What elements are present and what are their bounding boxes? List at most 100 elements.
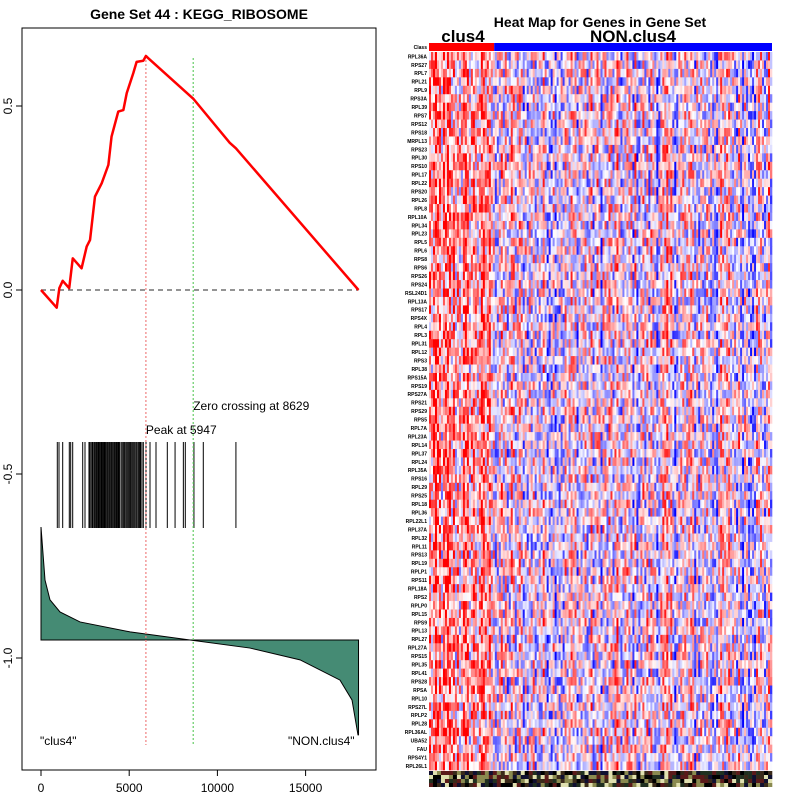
heatmap-cell [484,102,488,112]
heatmap-cell [472,85,476,95]
heatmap-cell [602,52,605,61]
heatmap-cell [654,85,657,95]
heatmap-cell [648,102,651,112]
heatmap-cell [598,111,601,120]
heatmap-cell [516,136,520,146]
heatmap-cell [574,77,577,87]
heatmap-cell [660,212,663,222]
heatmap-cell [768,102,771,112]
heatmap-cell [700,237,703,247]
heatmap-cell [648,77,651,87]
heatmap-cell [738,85,741,95]
heatmap-cell [670,212,673,222]
heatmap-cell [718,161,721,171]
heatmap-cell [524,237,528,247]
heatmap-cell [566,52,569,61]
heatmap-cell [430,204,434,213]
heatmap-cell [698,271,701,281]
heatmap-cell [616,77,619,87]
heatmap-cell [568,153,571,163]
heatmap-cell [584,111,587,120]
heatmap-cell [748,204,751,213]
heatmap-cell [714,144,717,154]
heatmap-cell [756,170,759,180]
heatmap-cell [644,85,647,95]
heatmap-cell [468,178,472,188]
heatmap-cell [754,128,757,137]
heatmap-cell [502,153,506,163]
heatmap-cell [670,170,673,180]
heatmap-cell [590,220,593,230]
heatmap-cell [656,94,659,103]
heatmap-cell [662,170,665,180]
heatmap-cell [476,102,480,112]
heatmap-cell [676,136,679,146]
heatmap-cell [482,161,486,171]
heatmap-cell [678,254,681,264]
heatmap-cell [686,263,689,272]
heatmap-cell [752,77,755,87]
heatmap-cell [754,94,757,103]
heatmap-cell [622,178,625,188]
heatmap-cell [510,94,514,103]
heatmap-cell [502,254,506,264]
heatmap-cell [750,85,753,95]
heatmap-cell [584,128,587,137]
heatmap-cell [528,60,532,70]
heatmap-cell [524,52,528,61]
heatmap-cell [452,178,456,188]
heatmap-cell [672,102,675,112]
heatmap-cell [734,52,737,61]
heatmap-cell [606,195,609,205]
heatmap-cell [652,128,655,137]
heatmap-cell [584,178,587,188]
heatmap-cell [748,161,751,171]
heatmap-cell [626,195,629,205]
heatmap-cell [610,271,613,281]
heatmap-cell [468,204,472,213]
heatmap-cell [486,229,490,239]
heatmap-cell [728,161,731,171]
heatmap-title: Heat Map for Genes in Gene Set [494,14,707,30]
heatmap-cell [468,220,472,230]
heatmap-cell [764,195,767,205]
heatmap-cell [668,111,671,120]
heatmap-cell [528,246,532,256]
heatmap-cell [766,119,769,129]
heatmap-cell [580,68,583,78]
heatmap-cell [534,153,537,163]
heatmap-cell [496,77,500,87]
heatmap-cell [708,111,711,120]
heatmap-cell [706,102,709,112]
heatmap-cell [450,60,454,70]
heatmap-cell [632,153,635,163]
heatmap-cell [670,187,673,196]
heatmap-cell [600,220,603,230]
heatmap-cell [750,68,753,78]
heatmap-cell [442,237,446,247]
heatmap-cell [496,111,500,120]
heatmap-cell [670,111,673,120]
heatmap-cell [682,212,685,222]
heatmap-cell [516,52,520,61]
heatmap-cell [548,263,551,272]
heatmap-cell [728,178,731,188]
heatmap-cell [656,220,659,230]
heatmap-cell [760,254,763,264]
heatmap-cell [490,136,494,146]
heatmap-cell [722,187,725,196]
heatmap-cell [550,237,553,247]
heatmap-cell [612,237,615,247]
heatmap-cell [532,85,535,95]
heatmap-cell [756,178,759,188]
heatmap-cell [560,128,563,137]
heatmap-cell [674,119,677,129]
heatmap-cell [706,60,709,70]
heatmap-cell [456,161,460,171]
heatmap-cell [518,187,522,196]
heatmap-cell [450,187,454,196]
heatmap-cell [618,280,621,289]
heatmap-cell [738,52,741,61]
heatmap-cell [478,52,482,61]
heatmap-cell [430,68,434,78]
